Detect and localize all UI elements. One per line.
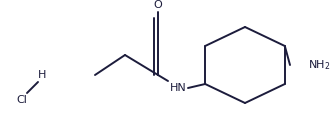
Text: Cl: Cl [16,95,28,105]
Text: H: H [38,70,46,80]
Text: HN: HN [170,83,186,93]
Text: NH$_2$: NH$_2$ [308,58,331,72]
Text: O: O [154,0,162,10]
